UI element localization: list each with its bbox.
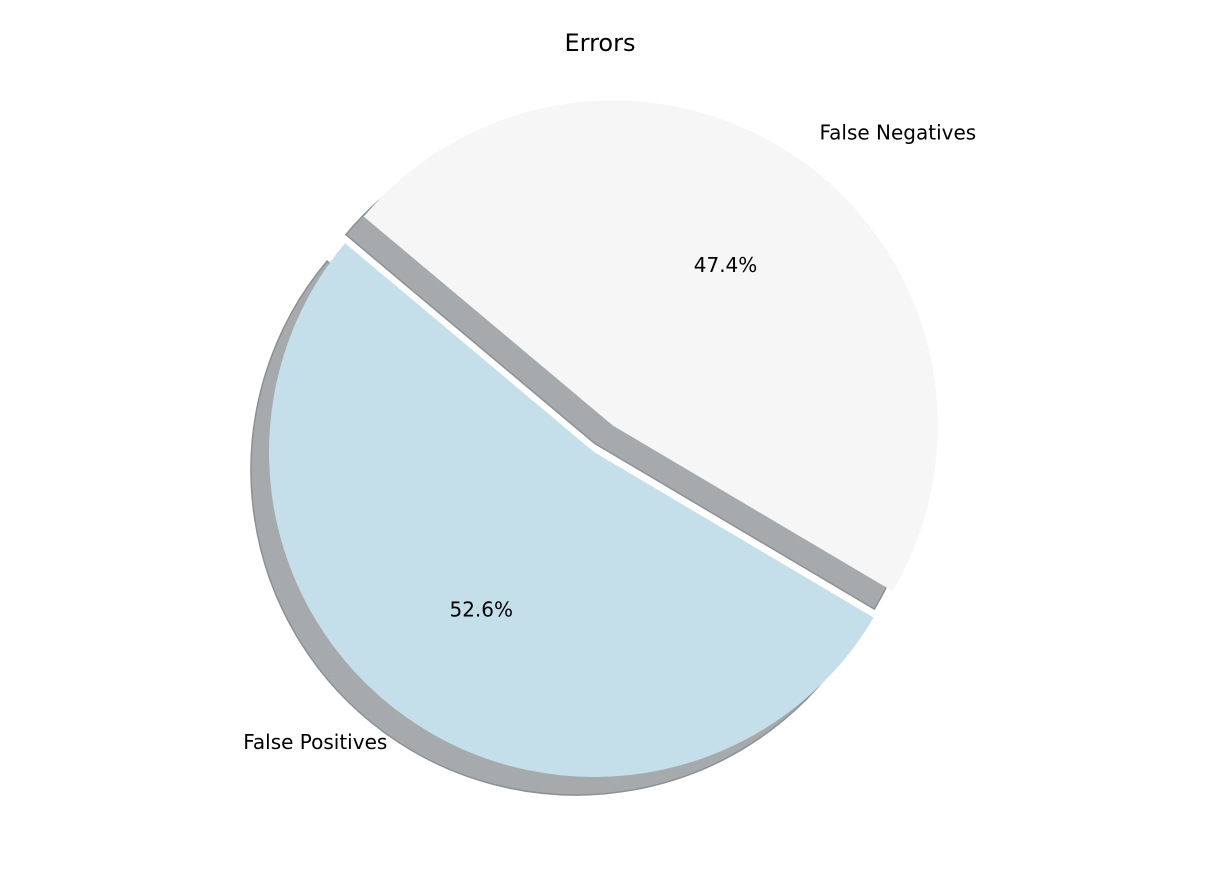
pie-labels: False Positives 52.6% False Negatives 47.4%	[243, 120, 976, 754]
slice-percent-false-negatives: 47.4%	[694, 253, 758, 277]
chart-title: Errors	[564, 29, 635, 57]
slice-label-false-positives: False Positives	[243, 730, 387, 754]
slice-false-negatives	[363, 100, 938, 592]
slice-percent-false-positives: 52.6%	[449, 598, 513, 622]
slice-false-positives	[269, 243, 874, 778]
slice-label-false-negatives: False Negatives	[819, 120, 976, 144]
pie-slices	[269, 100, 938, 778]
